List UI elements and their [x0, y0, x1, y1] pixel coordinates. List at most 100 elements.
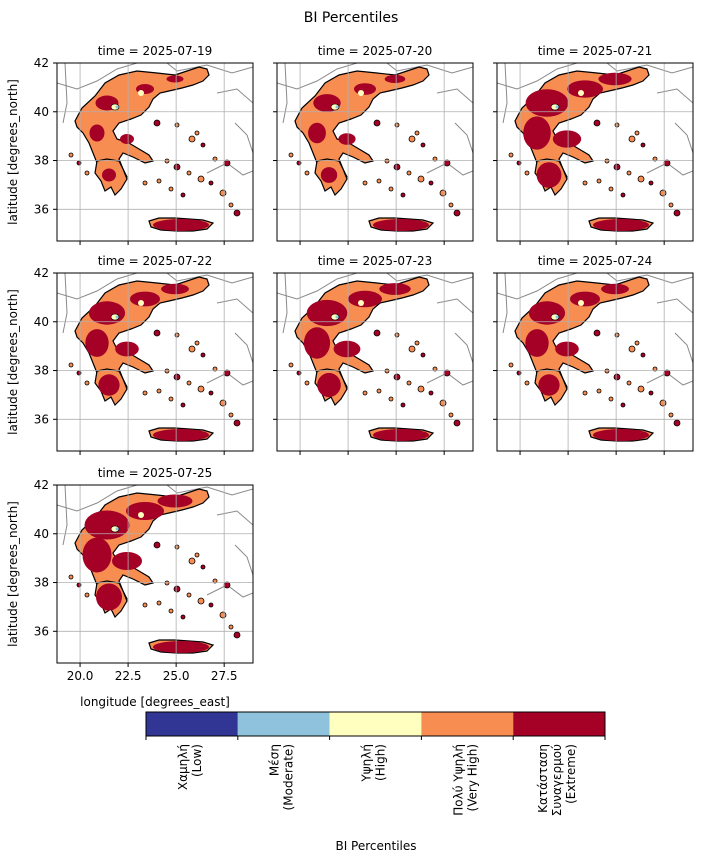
island	[186, 592, 192, 598]
island	[634, 340, 640, 346]
island	[200, 352, 206, 358]
island	[373, 119, 381, 127]
island	[432, 156, 438, 162]
island	[212, 578, 218, 584]
colorbar-label-line: Μέση	[268, 744, 282, 776]
island	[593, 119, 601, 127]
region-moderate	[115, 315, 119, 319]
island	[637, 175, 645, 183]
island	[668, 412, 674, 418]
island	[180, 614, 186, 620]
panel-frame	[496, 62, 694, 242]
region-extreme	[555, 341, 579, 357]
colorbar-label: BI Percentiles	[335, 839, 416, 853]
map-panel: time = 2025-07-24	[493, 254, 694, 455]
region-high	[358, 90, 364, 96]
region-moderate	[335, 105, 339, 109]
colorbar-segment	[421, 712, 514, 736]
island	[448, 202, 454, 208]
island	[197, 385, 205, 393]
panel-frame	[56, 62, 254, 242]
island	[428, 180, 434, 186]
island	[186, 170, 192, 176]
island	[168, 186, 174, 192]
colorbar-label-line: Πολύ Υψηλή	[451, 744, 465, 816]
panel-title: time = 2025-07-25	[98, 466, 213, 480]
colorbar-tick-label: Μέση (Moderate)	[268, 744, 296, 810]
island	[596, 388, 602, 394]
panel-title: time = 2025-07-23	[318, 254, 433, 268]
island	[414, 340, 420, 346]
colorbar-segment	[513, 712, 605, 736]
y-axis-label: latitude [degrees_north]	[6, 79, 20, 225]
colorbar: Χαμηλή (Low) Μέση (Moderate) Υψηλή (High) Πολύ…	[145, 711, 606, 816]
island	[208, 390, 214, 396]
x-axis-label: longitude [degrees_east]	[80, 695, 230, 709]
island	[153, 329, 161, 337]
island	[640, 352, 646, 358]
island	[406, 170, 412, 176]
island	[659, 189, 667, 197]
island	[604, 158, 610, 164]
island	[634, 130, 640, 136]
region-extreme	[130, 291, 160, 307]
panel-title: time = 2025-07-20	[318, 44, 433, 58]
region-extreme	[84, 510, 130, 540]
y-tick-label: 42	[34, 266, 49, 280]
island	[388, 396, 394, 402]
colorbar-label-line: Χαμηλή	[176, 744, 190, 790]
region-extreme	[126, 502, 164, 520]
island	[626, 170, 632, 176]
region-extreme	[552, 130, 582, 148]
island	[156, 178, 162, 184]
island	[420, 352, 426, 358]
island	[156, 388, 162, 394]
y-axis-label: latitude [degrees_north]	[6, 289, 20, 435]
region-extreme	[153, 429, 209, 441]
island	[439, 399, 447, 407]
island	[453, 419, 461, 427]
island	[228, 624, 234, 630]
island	[604, 368, 610, 374]
region-extreme	[601, 283, 629, 295]
border-line	[497, 273, 693, 386]
map-panel: time = 2025-07-19 42 40 38 36 latitude [degre…	[6, 44, 254, 245]
island	[417, 385, 425, 393]
y-tick-label: 42	[34, 56, 49, 70]
island	[613, 163, 621, 171]
island	[373, 329, 381, 337]
region-extreme	[82, 537, 112, 573]
border-line	[277, 273, 473, 386]
island	[508, 152, 514, 158]
island	[393, 163, 401, 171]
colorbar-label-line: (Very High)	[465, 744, 479, 811]
island	[582, 390, 588, 396]
region-extreme	[348, 290, 382, 308]
x-tick-label: 25.0	[163, 669, 190, 683]
island	[142, 602, 148, 608]
island	[393, 373, 401, 381]
region-moderate	[555, 105, 559, 109]
region-extreme	[102, 168, 116, 182]
x-tick-label: 22.5	[115, 669, 142, 683]
panel-frame	[56, 484, 254, 664]
y-tick-label: 36	[34, 624, 49, 638]
y-tick-label: 40	[34, 527, 49, 541]
colorbar-frame	[145, 711, 606, 737]
region-extreme	[161, 283, 189, 295]
region-extreme	[536, 162, 562, 188]
colorbar-tick-label: Πολύ Υψηλή (Very High)	[451, 744, 479, 816]
region-extreme	[373, 219, 429, 231]
island	[614, 332, 620, 338]
island	[288, 152, 294, 158]
panels-group: time = 2025-07-19 42 40 38 36 latitude [degre…	[6, 44, 694, 683]
island	[439, 189, 447, 197]
island	[414, 130, 420, 136]
island	[648, 180, 654, 186]
island	[186, 380, 192, 386]
region-extreme	[98, 374, 120, 396]
island	[142, 390, 148, 396]
island	[164, 158, 170, 164]
island	[194, 130, 200, 136]
island	[384, 158, 390, 164]
